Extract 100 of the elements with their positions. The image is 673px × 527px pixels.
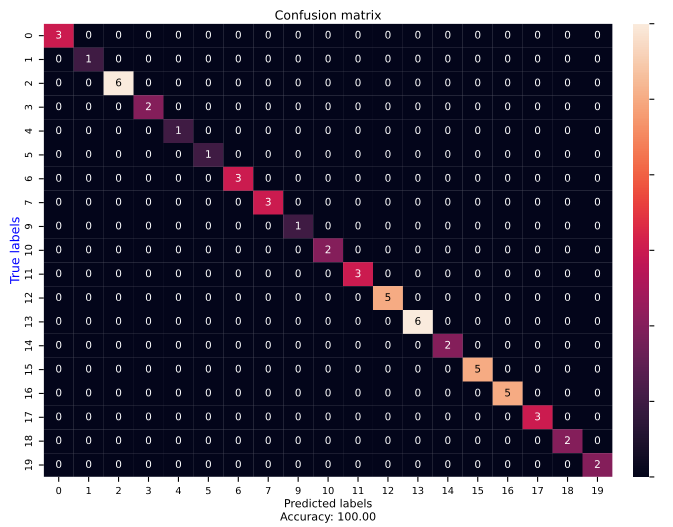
y-tick-label: 13 bbox=[24, 316, 32, 328]
data-label: 0 bbox=[564, 269, 570, 278]
data-label: 0 bbox=[534, 198, 540, 206]
x-tick-label: 11 bbox=[352, 486, 364, 494]
data-label: 0 bbox=[505, 198, 510, 206]
data-label: 0 bbox=[266, 30, 271, 39]
data-label: 0 bbox=[206, 222, 211, 230]
data-label: 0 bbox=[146, 78, 152, 86]
data-label: 0 bbox=[56, 388, 62, 396]
data-label: 0 bbox=[415, 102, 420, 110]
y-tick-label: 18 bbox=[24, 436, 32, 446]
data-label: 0 bbox=[445, 174, 450, 182]
y-tick-label: 4 bbox=[24, 128, 32, 134]
data-label: 0 bbox=[505, 269, 510, 278]
data-label: 0 bbox=[355, 150, 361, 158]
data-label: 0 bbox=[385, 412, 391, 420]
data-label: 0 bbox=[355, 54, 361, 63]
data-label: 0 bbox=[56, 269, 62, 278]
data-label: 0 bbox=[176, 30, 182, 39]
data-label: 2 bbox=[445, 340, 450, 349]
x-tick-label: 10 bbox=[322, 486, 334, 494]
data-label: 0 bbox=[355, 436, 361, 444]
x-tick-label: 1 bbox=[86, 486, 91, 494]
data-label: 0 bbox=[385, 269, 391, 278]
data-label: 0 bbox=[146, 150, 152, 158]
data-label: 1 bbox=[206, 150, 211, 158]
data-label: 0 bbox=[116, 293, 122, 302]
data-label: 2 bbox=[594, 460, 600, 468]
data-label: 0 bbox=[146, 30, 152, 39]
data-label: 0 bbox=[355, 222, 361, 230]
data-label: 0 bbox=[116, 102, 122, 110]
data-label: 0 bbox=[355, 293, 361, 302]
data-label: 0 bbox=[236, 102, 241, 110]
data-label: 0 bbox=[116, 30, 122, 39]
data-label: 0 bbox=[116, 54, 122, 63]
data-label: 0 bbox=[415, 412, 420, 420]
data-label: 0 bbox=[236, 269, 241, 278]
data-label: 0 bbox=[564, 78, 570, 86]
data-label: 0 bbox=[505, 78, 510, 86]
data-label: 0 bbox=[534, 222, 540, 230]
data-label: 0 bbox=[146, 388, 152, 396]
x-tick-label: 0 bbox=[56, 486, 62, 494]
data-label: 0 bbox=[56, 78, 62, 86]
data-label: 1 bbox=[176, 126, 181, 134]
data-label: 0 bbox=[534, 174, 540, 182]
data-label: 0 bbox=[385, 340, 391, 349]
data-label: 0 bbox=[505, 340, 510, 349]
data-label: 0 bbox=[475, 317, 480, 325]
data-label: 0 bbox=[116, 340, 122, 349]
data-label: 0 bbox=[56, 317, 62, 325]
data-label: 0 bbox=[236, 30, 241, 39]
data-label: 0 bbox=[445, 78, 450, 86]
data-label: 0 bbox=[325, 388, 331, 396]
data-label: 0 bbox=[116, 388, 122, 396]
data-label: 0 bbox=[415, 388, 420, 396]
data-label: 0 bbox=[86, 388, 92, 396]
data-label: 0 bbox=[146, 364, 152, 373]
data-label: 0 bbox=[146, 340, 152, 349]
data-label: 0 bbox=[86, 412, 92, 420]
data-label: 0 bbox=[236, 78, 241, 86]
data-label: 0 bbox=[266, 460, 271, 468]
data-label: 0 bbox=[236, 460, 241, 468]
data-label: 0 bbox=[206, 54, 211, 63]
data-label: 0 bbox=[86, 364, 92, 373]
data-label: 0 bbox=[86, 126, 92, 134]
data-label: 0 bbox=[86, 436, 92, 444]
data-label: 0 bbox=[325, 102, 331, 110]
data-label: 0 bbox=[296, 340, 301, 349]
data-label: 0 bbox=[564, 126, 570, 134]
data-label: 0 bbox=[325, 412, 331, 420]
data-label: 0 bbox=[445, 436, 450, 444]
data-label: 0 bbox=[445, 269, 450, 278]
data-label: 0 bbox=[296, 30, 301, 39]
x-tick-label: 2 bbox=[116, 486, 121, 494]
data-label: 0 bbox=[206, 388, 211, 396]
data-label: 0 bbox=[445, 198, 450, 206]
x-tick-label: 12 bbox=[382, 486, 394, 494]
data-label: 0 bbox=[564, 317, 570, 325]
data-label: 0 bbox=[116, 436, 122, 444]
x-tick-label: 5 bbox=[206, 486, 211, 494]
data-label: 0 bbox=[325, 126, 331, 134]
data-label: 0 bbox=[296, 245, 301, 254]
data-label: 0 bbox=[385, 436, 391, 444]
x-tick-label: 9 bbox=[296, 486, 301, 494]
data-label: 0 bbox=[505, 102, 510, 110]
data-label: 0 bbox=[534, 317, 540, 325]
data-label: 0 bbox=[564, 245, 570, 254]
data-label: 0 bbox=[296, 78, 301, 86]
data-label: 0 bbox=[56, 293, 62, 302]
data-label: 0 bbox=[236, 54, 241, 63]
data-label: 0 bbox=[594, 102, 600, 110]
data-label: 0 bbox=[116, 460, 122, 468]
data-label: 0 bbox=[415, 340, 420, 349]
y-tick-label: 7 bbox=[24, 200, 32, 205]
data-label: 0 bbox=[266, 126, 271, 134]
data-label: 0 bbox=[325, 222, 331, 230]
data-label: 0 bbox=[325, 293, 331, 302]
data-label: 0 bbox=[534, 269, 540, 278]
data-label: 0 bbox=[116, 150, 122, 158]
data-label: 0 bbox=[415, 30, 420, 39]
